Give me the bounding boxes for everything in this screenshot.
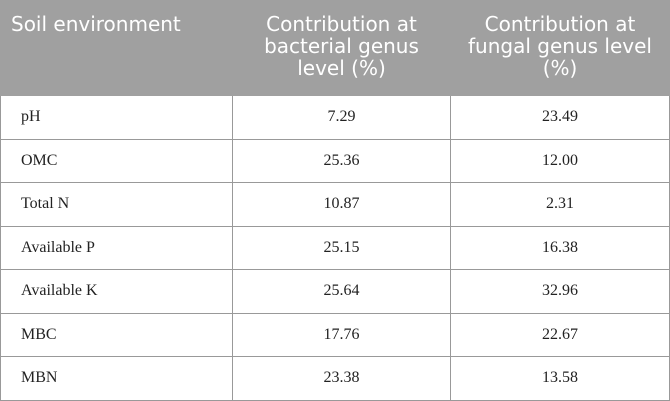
table-cell: OMC — [0, 138, 233, 183]
table-cell: Available P — [0, 225, 233, 270]
header-cell: Contribution at bacterial genus level (%… — [232, 0, 451, 96]
table-cell: 25.15 — [232, 225, 451, 270]
table-cell: 7.29 — [232, 95, 451, 140]
table-row: Available K 25.64 32.96 — [0, 269, 670, 314]
table-cell: 2.31 — [450, 182, 670, 227]
table-cell: MBN — [0, 356, 233, 401]
table-row: OMC 25.36 12.00 — [0, 138, 670, 183]
table-cell: 25.64 — [232, 269, 451, 314]
table-row: MBN 23.38 13.58 — [0, 356, 670, 401]
table-cell: Total N — [0, 182, 233, 227]
table-cell: 13.58 — [450, 356, 670, 401]
table-cell: 23.38 — [232, 356, 451, 401]
table-body: pH 7.29 23.49 OMC 25.36 12.00 Total N 10.87 2.31… — [0, 95, 670, 401]
table-cell: pH — [0, 95, 233, 140]
table-row: MBC 17.76 22.67 — [0, 312, 670, 357]
table-cell: 17.76 — [232, 312, 451, 357]
table-cell: MBC — [0, 312, 233, 357]
table-cell: 23.49 — [450, 95, 670, 140]
table-cell: 10.87 — [232, 182, 451, 227]
table-cell: 22.67 — [450, 312, 670, 357]
header-row: Soil environment Contribution at bacteri… — [0, 0, 670, 96]
table-cell: 16.38 — [450, 225, 670, 270]
table-cell: 32.96 — [450, 269, 670, 314]
table-row: Total N 10.87 2.31 — [0, 182, 670, 227]
header-cell: Soil environment — [0, 0, 233, 96]
table-header: Soil environment Contribution at bacteri… — [0, 0, 670, 96]
table-row: Available P 25.15 16.38 — [0, 225, 670, 270]
table-row: pH 7.29 23.49 — [0, 95, 670, 140]
header-cell: Contribution at fungal genus level (%) — [450, 0, 670, 96]
table-cell: 12.00 — [450, 138, 670, 183]
table-cell: Available K — [0, 269, 233, 314]
table-cell: 25.36 — [232, 138, 451, 183]
